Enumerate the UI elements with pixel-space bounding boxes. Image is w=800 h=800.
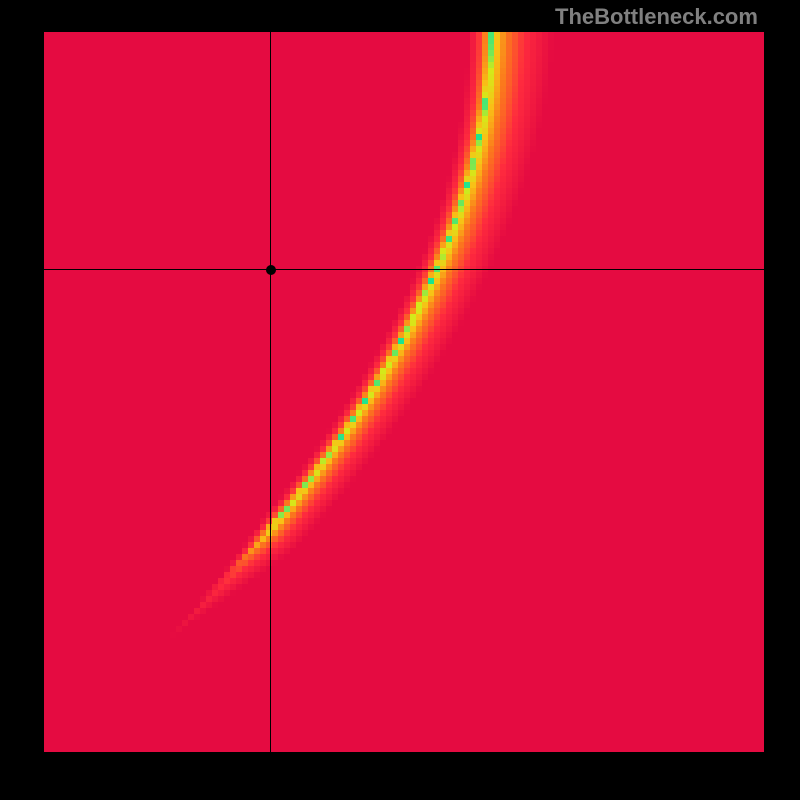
crosshair-vertical [270, 32, 271, 752]
watermark-text: TheBottleneck.com [555, 4, 758, 30]
crosshair-dot [266, 265, 276, 275]
heatmap-canvas [44, 32, 764, 752]
crosshair-horizontal [44, 269, 764, 270]
